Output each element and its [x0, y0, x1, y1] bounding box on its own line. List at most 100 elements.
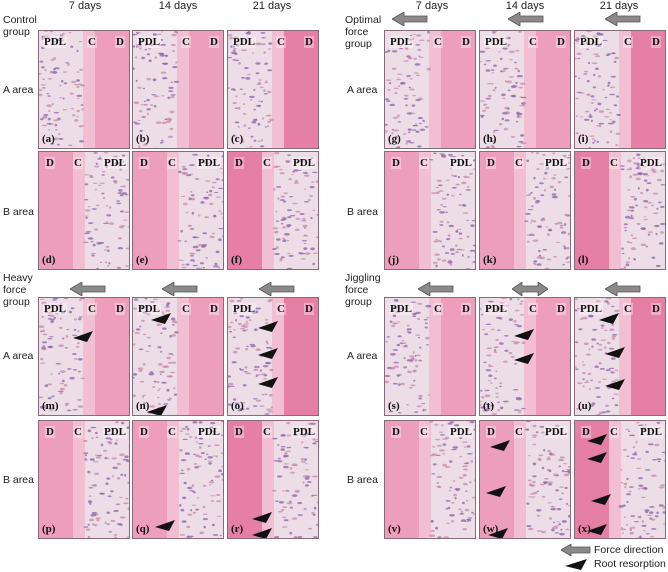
tissue-label-pdl: PDL	[103, 426, 127, 438]
tissue-label-pdl: PDL	[137, 303, 161, 315]
tissue-label-pdl: PDL	[232, 303, 256, 315]
tissue-label-pdl: PDL	[579, 36, 603, 48]
root-resorption-arrowhead-icon	[587, 524, 607, 535]
force-arrow-icon	[70, 282, 106, 296]
tissue-label-pdl: PDL	[389, 303, 413, 315]
area-label-b: B area	[3, 206, 34, 218]
tissue-label-c: C	[609, 426, 619, 438]
tissue-image	[575, 152, 665, 269]
root-resorption-arrowhead-icon	[488, 528, 508, 538]
histology-panel: PDL C D (c)	[227, 30, 319, 149]
tissue-image	[39, 152, 129, 269]
tissue-label-d: D	[651, 36, 661, 48]
histology-panel: D C PDL (k)	[479, 151, 571, 270]
panel-letter: (m)	[42, 400, 59, 412]
root-resorption-arrowhead-icon	[605, 347, 625, 358]
histology-panel: PDL C D (g)	[384, 30, 476, 149]
histology-panel: D C PDL (q)	[132, 420, 224, 539]
tissue-image	[575, 31, 665, 148]
col-header-left-14: 14 days	[158, 0, 198, 12]
root-resorption-arrowhead-icon	[605, 379, 625, 390]
tissue-image	[480, 152, 570, 269]
force-arrow-icon	[259, 282, 295, 296]
root-resorption-arrowhead-icon	[599, 313, 619, 324]
force-arrow-icon	[392, 12, 428, 26]
tissue-label-c: C	[167, 426, 177, 438]
tissue-label-pdl: PDL	[449, 157, 473, 169]
tissue-label-pdl: PDL	[103, 157, 127, 169]
col-header-right-7: 7 days	[415, 0, 449, 12]
histology-panel: PDL C D (i)	[574, 30, 666, 149]
root-resorption-arrowhead-icon	[151, 313, 171, 324]
tissue-label-pdl: PDL	[544, 157, 568, 169]
tissue-image	[39, 421, 129, 538]
force-arrow-icon	[508, 12, 544, 26]
panel-letter: (a)	[42, 133, 55, 145]
tissue-label-d: D	[139, 157, 149, 169]
tissue-label-pdl: PDL	[43, 36, 67, 48]
histology-panel: PDL C D (u)	[574, 297, 666, 416]
force-arrow-icon	[605, 12, 641, 26]
force-arrow-icon	[605, 282, 641, 296]
histology-panel: PDL C D (n)	[132, 297, 224, 416]
group-label-control: Control group	[3, 14, 37, 38]
panel-letter: (i)	[578, 133, 589, 145]
area-label-b: B area	[347, 206, 378, 218]
panel-letter: (j)	[388, 254, 399, 266]
histology-panel: D C PDL (d)	[38, 151, 130, 270]
tissue-label-pdl: PDL	[544, 426, 568, 438]
panel-letter: (l)	[578, 254, 589, 266]
tissue-label-c: C	[181, 36, 191, 48]
col-header-right-14: 14 days	[505, 0, 545, 12]
legend-root-resorption: Root resorption	[594, 558, 666, 570]
area-label-a: A area	[347, 350, 378, 362]
tissue-label-c: C	[419, 157, 429, 169]
tissue-label-d: D	[115, 303, 125, 315]
tissue-label-pdl: PDL	[292, 157, 316, 169]
root-resorption-arrowhead-icon	[587, 434, 607, 445]
tissue-image	[385, 31, 475, 148]
tissue-image	[228, 31, 318, 148]
tissue-label-pdl: PDL	[137, 36, 161, 48]
tissue-label-c: C	[433, 303, 443, 315]
tissue-label-d: D	[391, 157, 401, 169]
panel-letter: (o)	[231, 400, 244, 412]
histology-panel: PDL C D (t)	[479, 297, 571, 416]
tissue-image	[480, 421, 570, 538]
tissue-label-d: D	[45, 426, 55, 438]
histology-panel: D C PDL (j)	[384, 151, 476, 270]
root-resorption-legend-icon	[565, 559, 587, 570]
tissue-label-c: C	[528, 36, 538, 48]
tissue-label-d: D	[461, 303, 471, 315]
legend-force-direction: Force direction	[594, 544, 664, 556]
tissue-label-pdl: PDL	[232, 36, 256, 48]
histology-panel: D C PDL (v)	[384, 420, 476, 539]
tissue-image	[133, 421, 223, 538]
histology-panel: D C PDL (w)	[479, 420, 571, 539]
root-resorption-arrowhead-icon	[514, 353, 534, 364]
root-resorption-arrowhead-icon	[587, 452, 607, 463]
tissue-label-c: C	[276, 303, 286, 315]
tissue-label-c: C	[73, 157, 83, 169]
panel-letter: (e)	[136, 254, 149, 266]
tissue-label-pdl: PDL	[389, 36, 413, 48]
root-resorption-arrowhead-icon	[486, 486, 506, 497]
histology-panel: PDL C D (o)	[227, 297, 319, 416]
tissue-label-c: C	[609, 157, 619, 169]
tissue-label-d: D	[45, 157, 55, 169]
root-resorption-arrowhead-icon	[147, 405, 167, 415]
tissue-image	[385, 421, 475, 538]
col-header-left-7: 7 days	[68, 0, 102, 12]
tissue-label-pdl: PDL	[449, 426, 473, 438]
root-resorption-arrowhead-icon	[490, 440, 510, 451]
tissue-label-d: D	[581, 157, 591, 169]
tissue-label-d: D	[304, 36, 314, 48]
panel-letter: (t)	[483, 400, 494, 412]
tissue-image	[133, 298, 223, 415]
tissue-label-c: C	[419, 426, 429, 438]
tissue-label-c: C	[623, 303, 633, 315]
root-resorption-arrowhead-icon	[252, 528, 272, 538]
panel-letter: (c)	[231, 133, 244, 145]
histology-panel: D C PDL (p)	[38, 420, 130, 539]
panel-letter: (g)	[388, 133, 401, 145]
